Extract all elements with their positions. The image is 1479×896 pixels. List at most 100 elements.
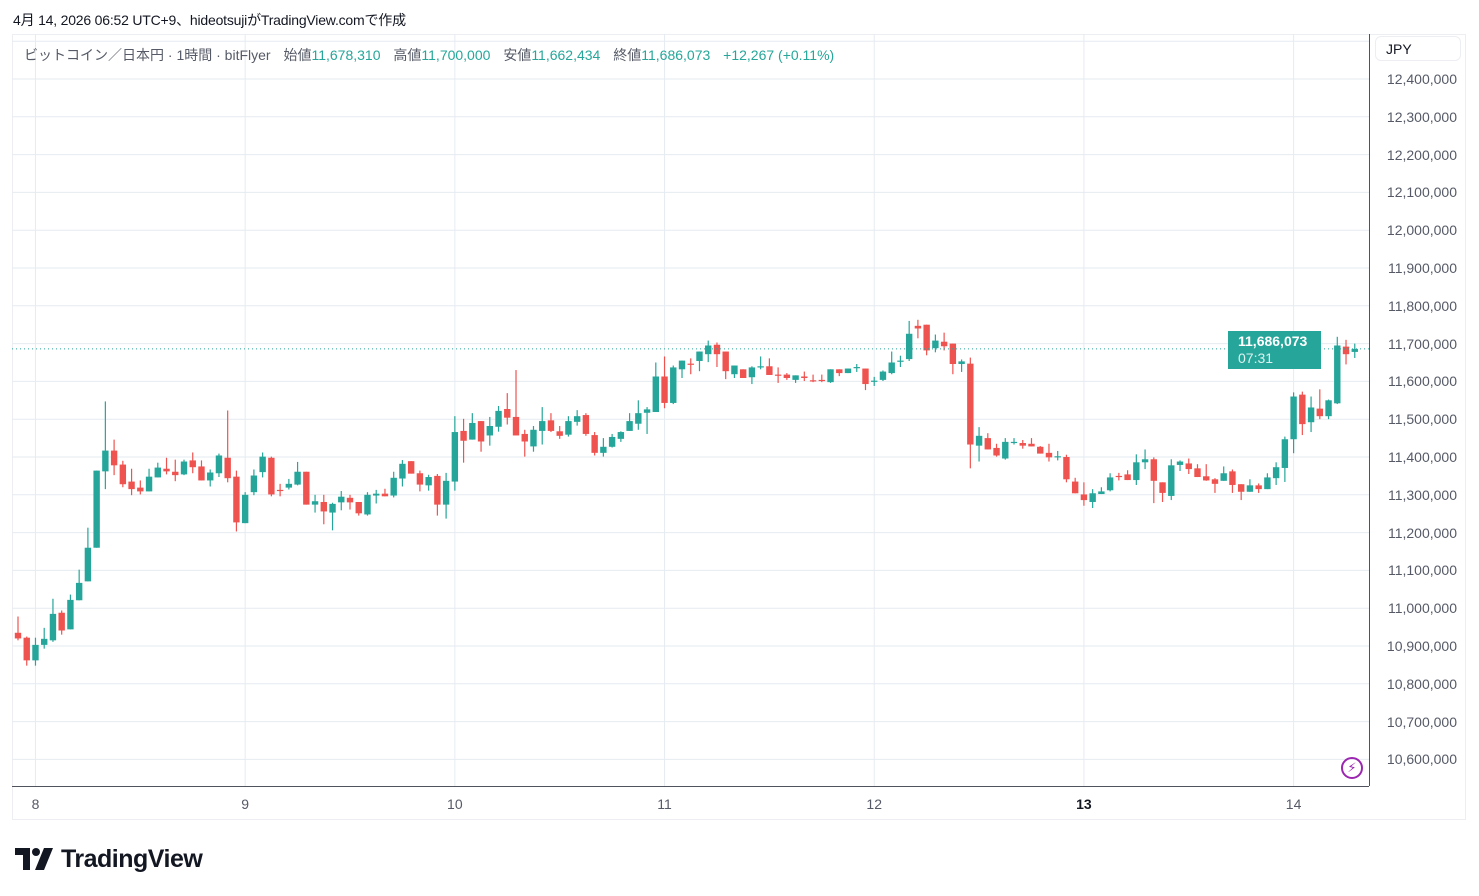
time-tick-label: 9 <box>241 796 250 812</box>
candle-body-up <box>853 367 860 369</box>
candle-body-down <box>722 351 729 372</box>
candle-body-up <box>565 421 572 435</box>
price-tick-label: 11,600,000 <box>1387 373 1457 390</box>
candle-body-up <box>469 422 476 440</box>
candle-body-down <box>774 374 782 376</box>
candle-body-down <box>1299 394 1306 425</box>
tradingview-logo-icon <box>15 848 53 870</box>
candle-body-down <box>137 487 144 492</box>
candle-body-up <box>425 477 432 486</box>
price-tick-label: 12,100,000 <box>1386 184 1457 201</box>
symbol-title[interactable]: ビットコイン／日本円 · 1時間 · bitFlyer <box>24 47 271 63</box>
candle-body-up <box>600 446 607 453</box>
candle-body-up <box>539 421 546 431</box>
candle-body-down <box>1211 479 1219 484</box>
candle-body-up <box>879 371 887 380</box>
candle-body-up <box>1264 477 1271 490</box>
time-tick-label: 11 <box>657 796 672 812</box>
candle-body-up <box>329 503 336 513</box>
candle-body-up <box>1141 459 1149 463</box>
candle-body-down <box>993 447 1000 456</box>
candle-body-down <box>460 430 467 441</box>
candle-body-up <box>1220 473 1227 481</box>
candle-body-down <box>547 420 555 431</box>
candle-body-down <box>381 493 389 497</box>
candle-body-up <box>696 351 703 361</box>
candle-body-up <box>84 547 92 582</box>
candle-body-down <box>739 369 747 378</box>
candle-body-up <box>207 472 214 481</box>
candle-body-up <box>871 380 878 382</box>
last-price-value: 11,686,073 <box>1238 333 1308 349</box>
lightning-icon[interactable]: ⚡ <box>1341 757 1363 779</box>
candle-body-down <box>687 363 694 365</box>
time-axis[interactable]: 8 9 10 11 12 13 14 <box>12 786 1369 821</box>
candle-body-down <box>504 408 511 418</box>
candle-body-down <box>1237 484 1245 492</box>
candle-body-up <box>486 426 493 436</box>
candle-body-down <box>172 471 179 476</box>
price-tick-label: 11,400,000 <box>1387 449 1457 465</box>
candle-body-up <box>311 501 319 505</box>
price-tick-label: 12,000,000 <box>1386 222 1457 239</box>
candle-body-up <box>670 367 677 403</box>
candle-body-up <box>180 461 188 475</box>
candle-body-up <box>932 340 939 349</box>
currency-button[interactable]: JPY <box>1375 36 1461 61</box>
candle-body-down <box>1159 482 1166 493</box>
candle-body-up <box>294 471 301 485</box>
candlestick-plot[interactable] <box>12 34 1369 786</box>
candle-body-down <box>416 473 424 485</box>
candle-body-up <box>1272 467 1280 479</box>
candle-body-up <box>792 375 799 380</box>
candle-body-up <box>617 432 625 439</box>
candle-body-up <box>905 333 913 360</box>
candle-body-up <box>844 368 852 374</box>
candle-body-down <box>967 363 974 445</box>
candle-body-down <box>477 421 485 442</box>
candle-body-down <box>110 450 118 466</box>
candle-body-down <box>1203 476 1210 481</box>
price-axis[interactable]: 10,600,000 10,700,000 10,800,000 10,900,000… <box>1369 34 1467 786</box>
candle-body-down <box>14 632 22 639</box>
candle-body-up <box>373 493 380 496</box>
candle-body-down <box>923 324 930 351</box>
candle-body-down <box>1080 494 1088 501</box>
close-value: 11,686,073 <box>641 47 711 63</box>
candle-body-up <box>757 366 764 368</box>
price-tick-label: 12,200,000 <box>1386 146 1457 163</box>
candle-body-up <box>888 362 895 374</box>
candle-body-down <box>1342 346 1350 355</box>
time-tick-label: 8 <box>31 796 40 812</box>
candle-body-up <box>67 599 74 630</box>
candle-body-up <box>1098 491 1105 495</box>
candle-body-down <box>58 612 65 631</box>
candle-body-down <box>591 435 598 453</box>
candle-body-up <box>635 413 642 424</box>
candle-body-up <box>41 638 48 645</box>
logo-text: TradingView <box>61 844 203 873</box>
candle-body-up <box>1089 493 1096 502</box>
candle-body-up <box>643 409 651 413</box>
candle-body-up <box>250 475 258 493</box>
candle-body-up <box>495 410 502 427</box>
candle-body-up <box>608 436 616 447</box>
price-tick-label: 12,300,000 <box>1386 108 1457 125</box>
price-tick-label: 11,100,000 <box>1387 562 1457 579</box>
candle-body-up <box>338 496 345 503</box>
candle-body-down <box>818 379 826 382</box>
candle-body-up <box>32 644 39 661</box>
candle-body-up <box>241 494 249 524</box>
time-tick-label: 12 <box>866 796 883 812</box>
close-label: 終値 <box>613 47 642 63</box>
open-label: 始値 <box>283 47 312 63</box>
candle-body-up <box>1307 407 1315 423</box>
candle-body-down <box>1063 457 1070 480</box>
price-tick-label: 11,900,000 <box>1387 260 1457 276</box>
time-tick-label: 14 <box>1285 796 1302 812</box>
change-value: +12,267 (+0.11%) <box>723 47 835 63</box>
candle-body-down <box>713 344 721 355</box>
low-label: 安値 <box>503 47 532 63</box>
candle-body-down <box>163 468 170 472</box>
candle-body-up <box>975 435 983 446</box>
